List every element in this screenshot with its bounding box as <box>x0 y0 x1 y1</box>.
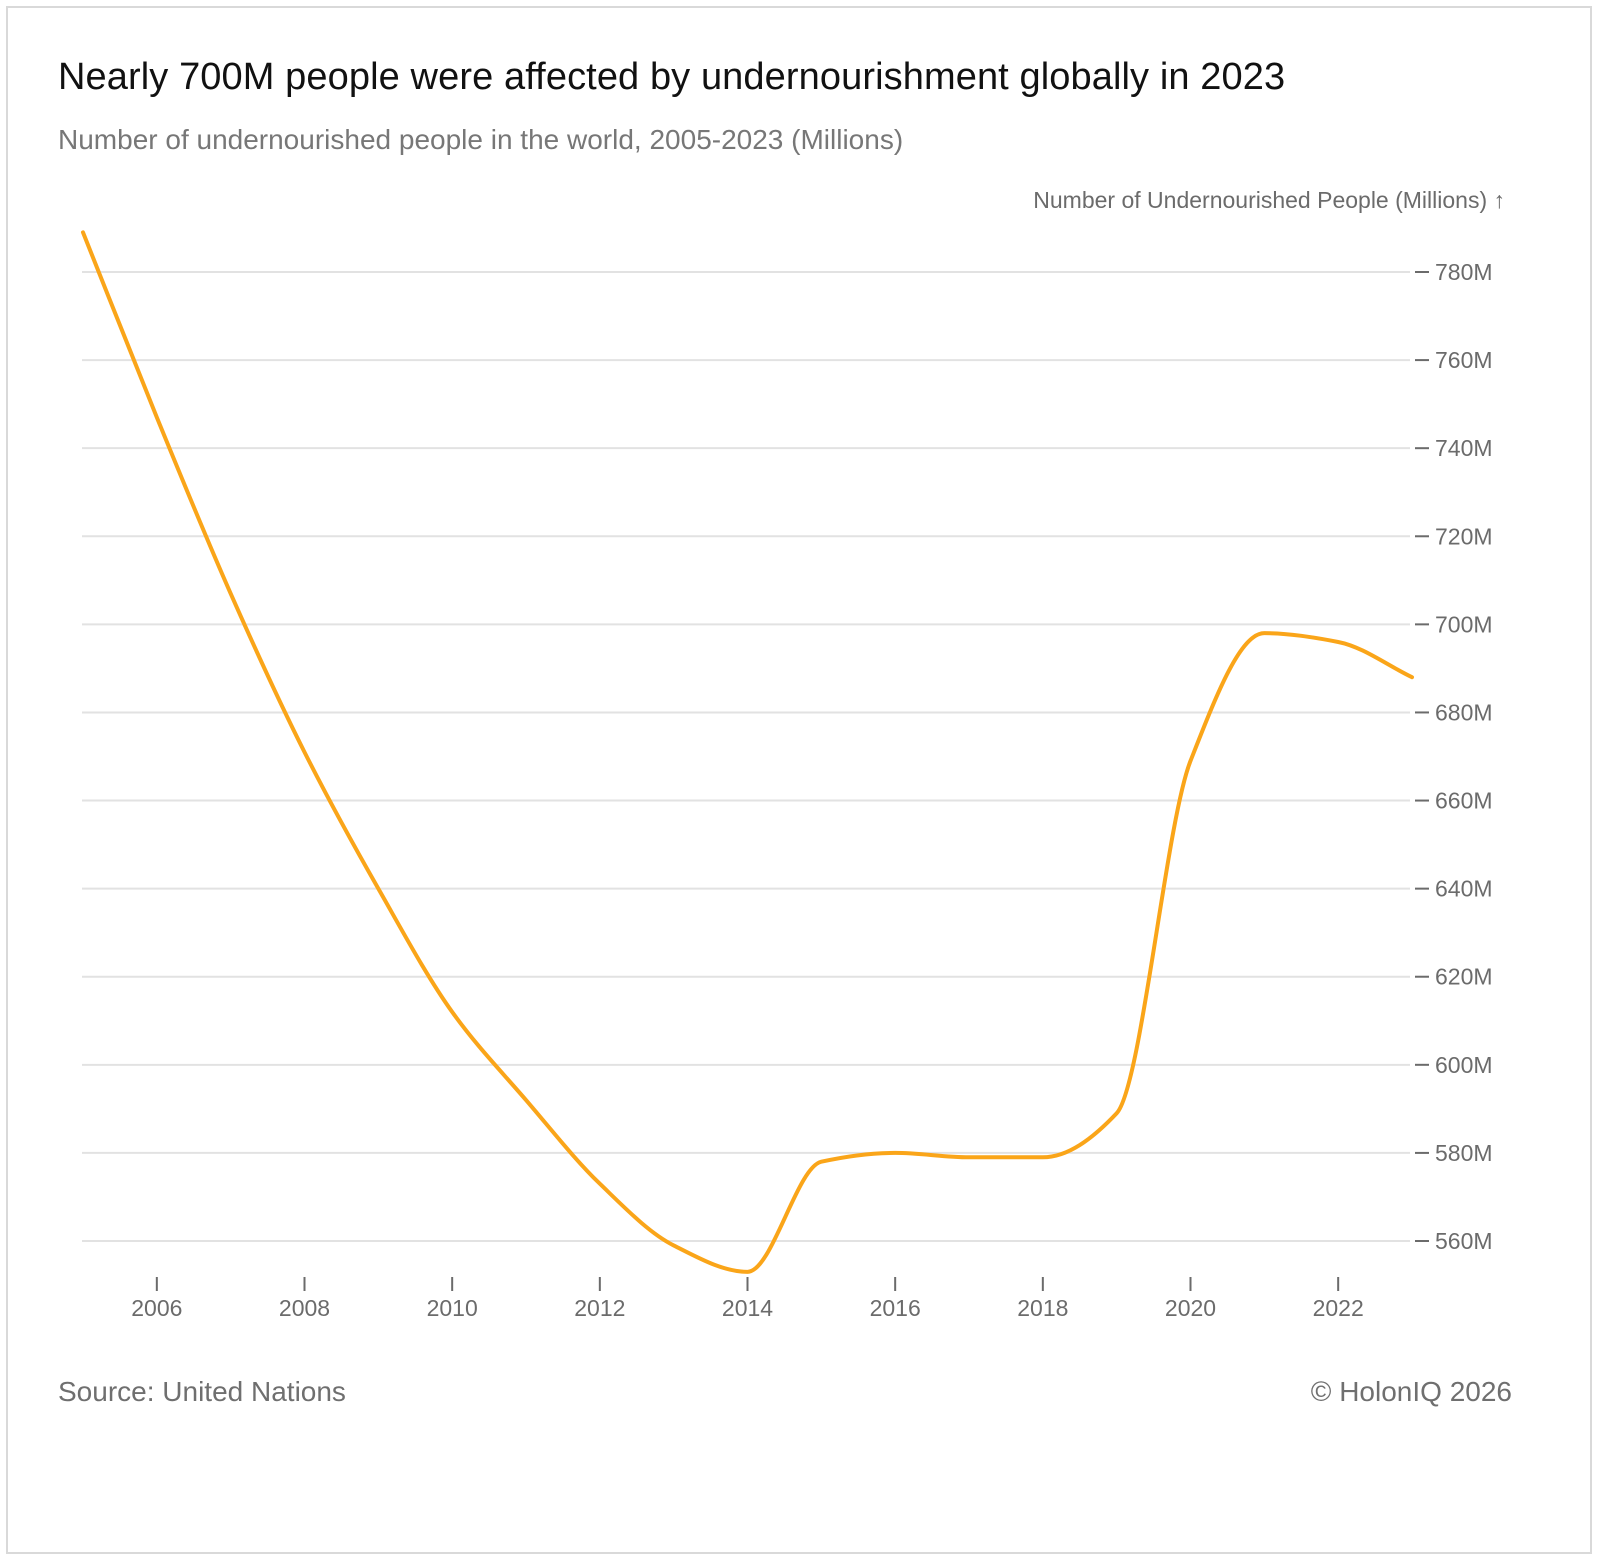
data-point-2021 <box>1261 630 1267 636</box>
y-tick-label: 780M <box>1435 259 1493 285</box>
y-tick-label: 760M <box>1435 347 1493 373</box>
y-tick-label: 600M <box>1435 1052 1493 1078</box>
x-tick-label: 2020 <box>1165 1295 1216 1321</box>
gridlines <box>82 271 1410 1242</box>
y-tick-label: 720M <box>1435 523 1493 549</box>
data-point-2016 <box>892 1150 898 1156</box>
copyright-note: © HolonIQ 2026 <box>1310 1376 1512 1407</box>
chart-title: Nearly 700M people were affected by unde… <box>58 56 1286 98</box>
y-tick-label: 700M <box>1435 611 1493 637</box>
data-point-2010 <box>449 1009 455 1015</box>
x-tick-label: 2012 <box>574 1295 625 1321</box>
data-point-2009 <box>375 886 381 892</box>
x-tick-label: 2018 <box>1017 1295 1068 1321</box>
data-point-2007 <box>228 591 234 597</box>
data-points <box>80 229 1415 1274</box>
data-point-2018 <box>1040 1154 1046 1160</box>
y-axis: 560M 580M 600M 620M 640M 660M 680M 700M 720M 740M… <box>1415 259 1493 1254</box>
y-tick-label: 580M <box>1435 1140 1493 1166</box>
data-point-2020 <box>1188 758 1194 764</box>
y-tick-label: 740M <box>1435 435 1493 461</box>
data-point-2014 <box>745 1269 751 1275</box>
y-axis-title: Number of Undernourished People (Million… <box>1033 187 1505 213</box>
series-line-undernourished <box>81 230 1414 1274</box>
source-note: Source: United Nations <box>58 1376 346 1407</box>
chart-subtitle: Number of undernourished people in the w… <box>58 124 904 155</box>
data-point-2012 <box>597 1181 603 1187</box>
data-point-2015 <box>818 1159 824 1165</box>
x-tick-label: 2010 <box>427 1295 478 1321</box>
chart-card <box>6 6 1592 1554</box>
y-tick-label: 620M <box>1435 964 1493 990</box>
x-tick-label: 2022 <box>1313 1295 1364 1321</box>
y-tick-label: 640M <box>1435 876 1493 902</box>
data-point-2011 <box>523 1097 529 1103</box>
y-tick-label: 680M <box>1435 699 1493 725</box>
y-tick-label: 560M <box>1435 1228 1493 1254</box>
data-point-2006 <box>154 414 160 420</box>
data-point-2023 <box>1409 674 1415 680</box>
x-tick-label: 2016 <box>870 1295 921 1321</box>
data-point-2005 <box>80 229 86 235</box>
x-tick-label: 2014 <box>722 1295 773 1321</box>
data-point-2017 <box>966 1154 972 1160</box>
x-tick-label: 2008 <box>279 1295 330 1321</box>
data-point-2022 <box>1335 639 1341 645</box>
data-point-2008 <box>302 749 308 755</box>
x-axis: 2006 2008 2010 2012 2014 2016 2018 2020 2022 <box>131 1277 1364 1321</box>
data-point-2019 <box>1114 1110 1120 1116</box>
data-point-2013 <box>671 1242 677 1248</box>
x-tick-label: 2006 <box>131 1295 182 1321</box>
y-tick-label: 660M <box>1435 788 1493 814</box>
